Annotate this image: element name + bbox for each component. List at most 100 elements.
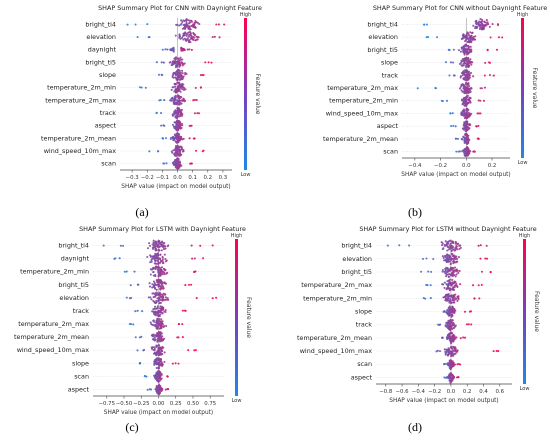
panel-caption: (a) — [135, 205, 148, 219]
shap-point — [176, 119, 179, 122]
shap-point — [477, 244, 480, 247]
shap-point — [465, 110, 468, 113]
x-tick-label: −0.8 — [379, 389, 393, 395]
feature-label: aspect — [68, 385, 90, 393]
shap-point — [199, 244, 202, 247]
shap-point — [158, 348, 161, 351]
shap-point — [162, 286, 165, 289]
shap-point — [451, 298, 454, 301]
feature-swarm-slope — [442, 305, 472, 318]
shap-point — [176, 110, 179, 113]
shap-point — [449, 242, 452, 245]
shap-point — [441, 270, 444, 273]
shap-point — [443, 295, 446, 298]
feature-label: daynight — [88, 46, 117, 54]
feature-swarm-slope — [138, 357, 180, 370]
shap-point — [157, 362, 160, 365]
feature-swarm-track — [155, 107, 201, 120]
shap-point — [172, 50, 175, 53]
shap-point — [179, 90, 182, 93]
shap-point — [158, 310, 161, 314]
shap-point — [450, 354, 453, 357]
shap-point — [448, 322, 451, 325]
x-tick-label: 0.2 — [488, 163, 497, 169]
shap-point — [461, 98, 464, 101]
shap-point — [126, 23, 129, 26]
feature-swarm-elevation — [425, 31, 504, 44]
shap-point — [199, 86, 202, 89]
shap-point — [454, 257, 457, 261]
shap-point — [162, 346, 165, 349]
shap-point — [157, 344, 161, 347]
shap-point — [462, 87, 465, 90]
shap-point — [479, 24, 482, 27]
shap-point — [464, 100, 467, 103]
shap-point — [158, 352, 161, 356]
shap-point — [161, 296, 165, 299]
shap-point — [441, 336, 444, 339]
shap-point — [152, 348, 155, 352]
shap-point — [456, 363, 459, 366]
shap-point — [172, 102, 176, 106]
shap-point — [175, 101, 178, 104]
shap-point — [190, 48, 193, 51]
shap-point — [469, 101, 472, 104]
feature-label: elevation — [342, 255, 372, 263]
shap-point — [151, 257, 154, 260]
shap-point — [157, 334, 160, 337]
feature-swarm-temperature_2m_mean — [454, 132, 480, 145]
shap-point — [451, 350, 454, 353]
shap-point — [134, 336, 137, 339]
shap-point — [177, 57, 180, 60]
shap-point — [184, 71, 187, 74]
shap-point — [215, 296, 218, 299]
shap-point — [460, 61, 463, 64]
shap-point — [447, 333, 450, 336]
shap-point — [182, 137, 185, 140]
x-tick-label: 0.2 — [203, 175, 212, 181]
shap-point — [479, 21, 482, 24]
shap-point — [480, 28, 483, 31]
shap-point — [456, 349, 459, 352]
shap-point — [193, 257, 196, 260]
shap-point — [443, 286, 446, 289]
x-tick-label: 0.2 — [463, 389, 472, 395]
shap-point — [153, 376, 156, 379]
x-tick-label: −0.2 — [434, 163, 447, 169]
shap-point — [174, 76, 177, 79]
shap-point — [167, 244, 170, 247]
shap-point — [156, 293, 159, 296]
shap-point — [195, 297, 198, 300]
shap-point — [440, 244, 444, 247]
feature-swarm-bright_ti4 — [102, 239, 214, 252]
shap-point — [158, 239, 161, 243]
shap-point — [468, 76, 471, 79]
shap-point — [211, 244, 214, 247]
panel-caption: (c) — [125, 420, 138, 434]
shap-point — [160, 266, 164, 269]
shap-point — [459, 244, 462, 247]
shap-point — [155, 344, 158, 347]
shap-point — [439, 323, 442, 326]
shap-point — [157, 261, 160, 264]
shap-point — [164, 247, 167, 250]
shap-point — [161, 258, 164, 261]
shap-point — [185, 32, 188, 35]
shap-point — [456, 243, 459, 246]
shap-point — [441, 268, 444, 272]
feature-label: bright_ti5 — [341, 268, 372, 276]
shap-point — [183, 37, 186, 40]
shap-point — [186, 24, 189, 27]
shap-point — [491, 23, 494, 26]
feature-swarm-daynight — [161, 46, 193, 53]
shap-point — [489, 270, 492, 274]
shap-point — [156, 243, 159, 246]
shap-point — [161, 387, 164, 391]
x-tick-label: −0.2 — [428, 389, 441, 395]
x-tick-label: 0.25 — [170, 401, 182, 407]
shap-point — [151, 292, 154, 295]
shap-point — [467, 34, 470, 37]
shap-point — [155, 112, 158, 115]
shap-point — [477, 124, 480, 127]
colorbar-low-label: Low — [520, 386, 530, 392]
